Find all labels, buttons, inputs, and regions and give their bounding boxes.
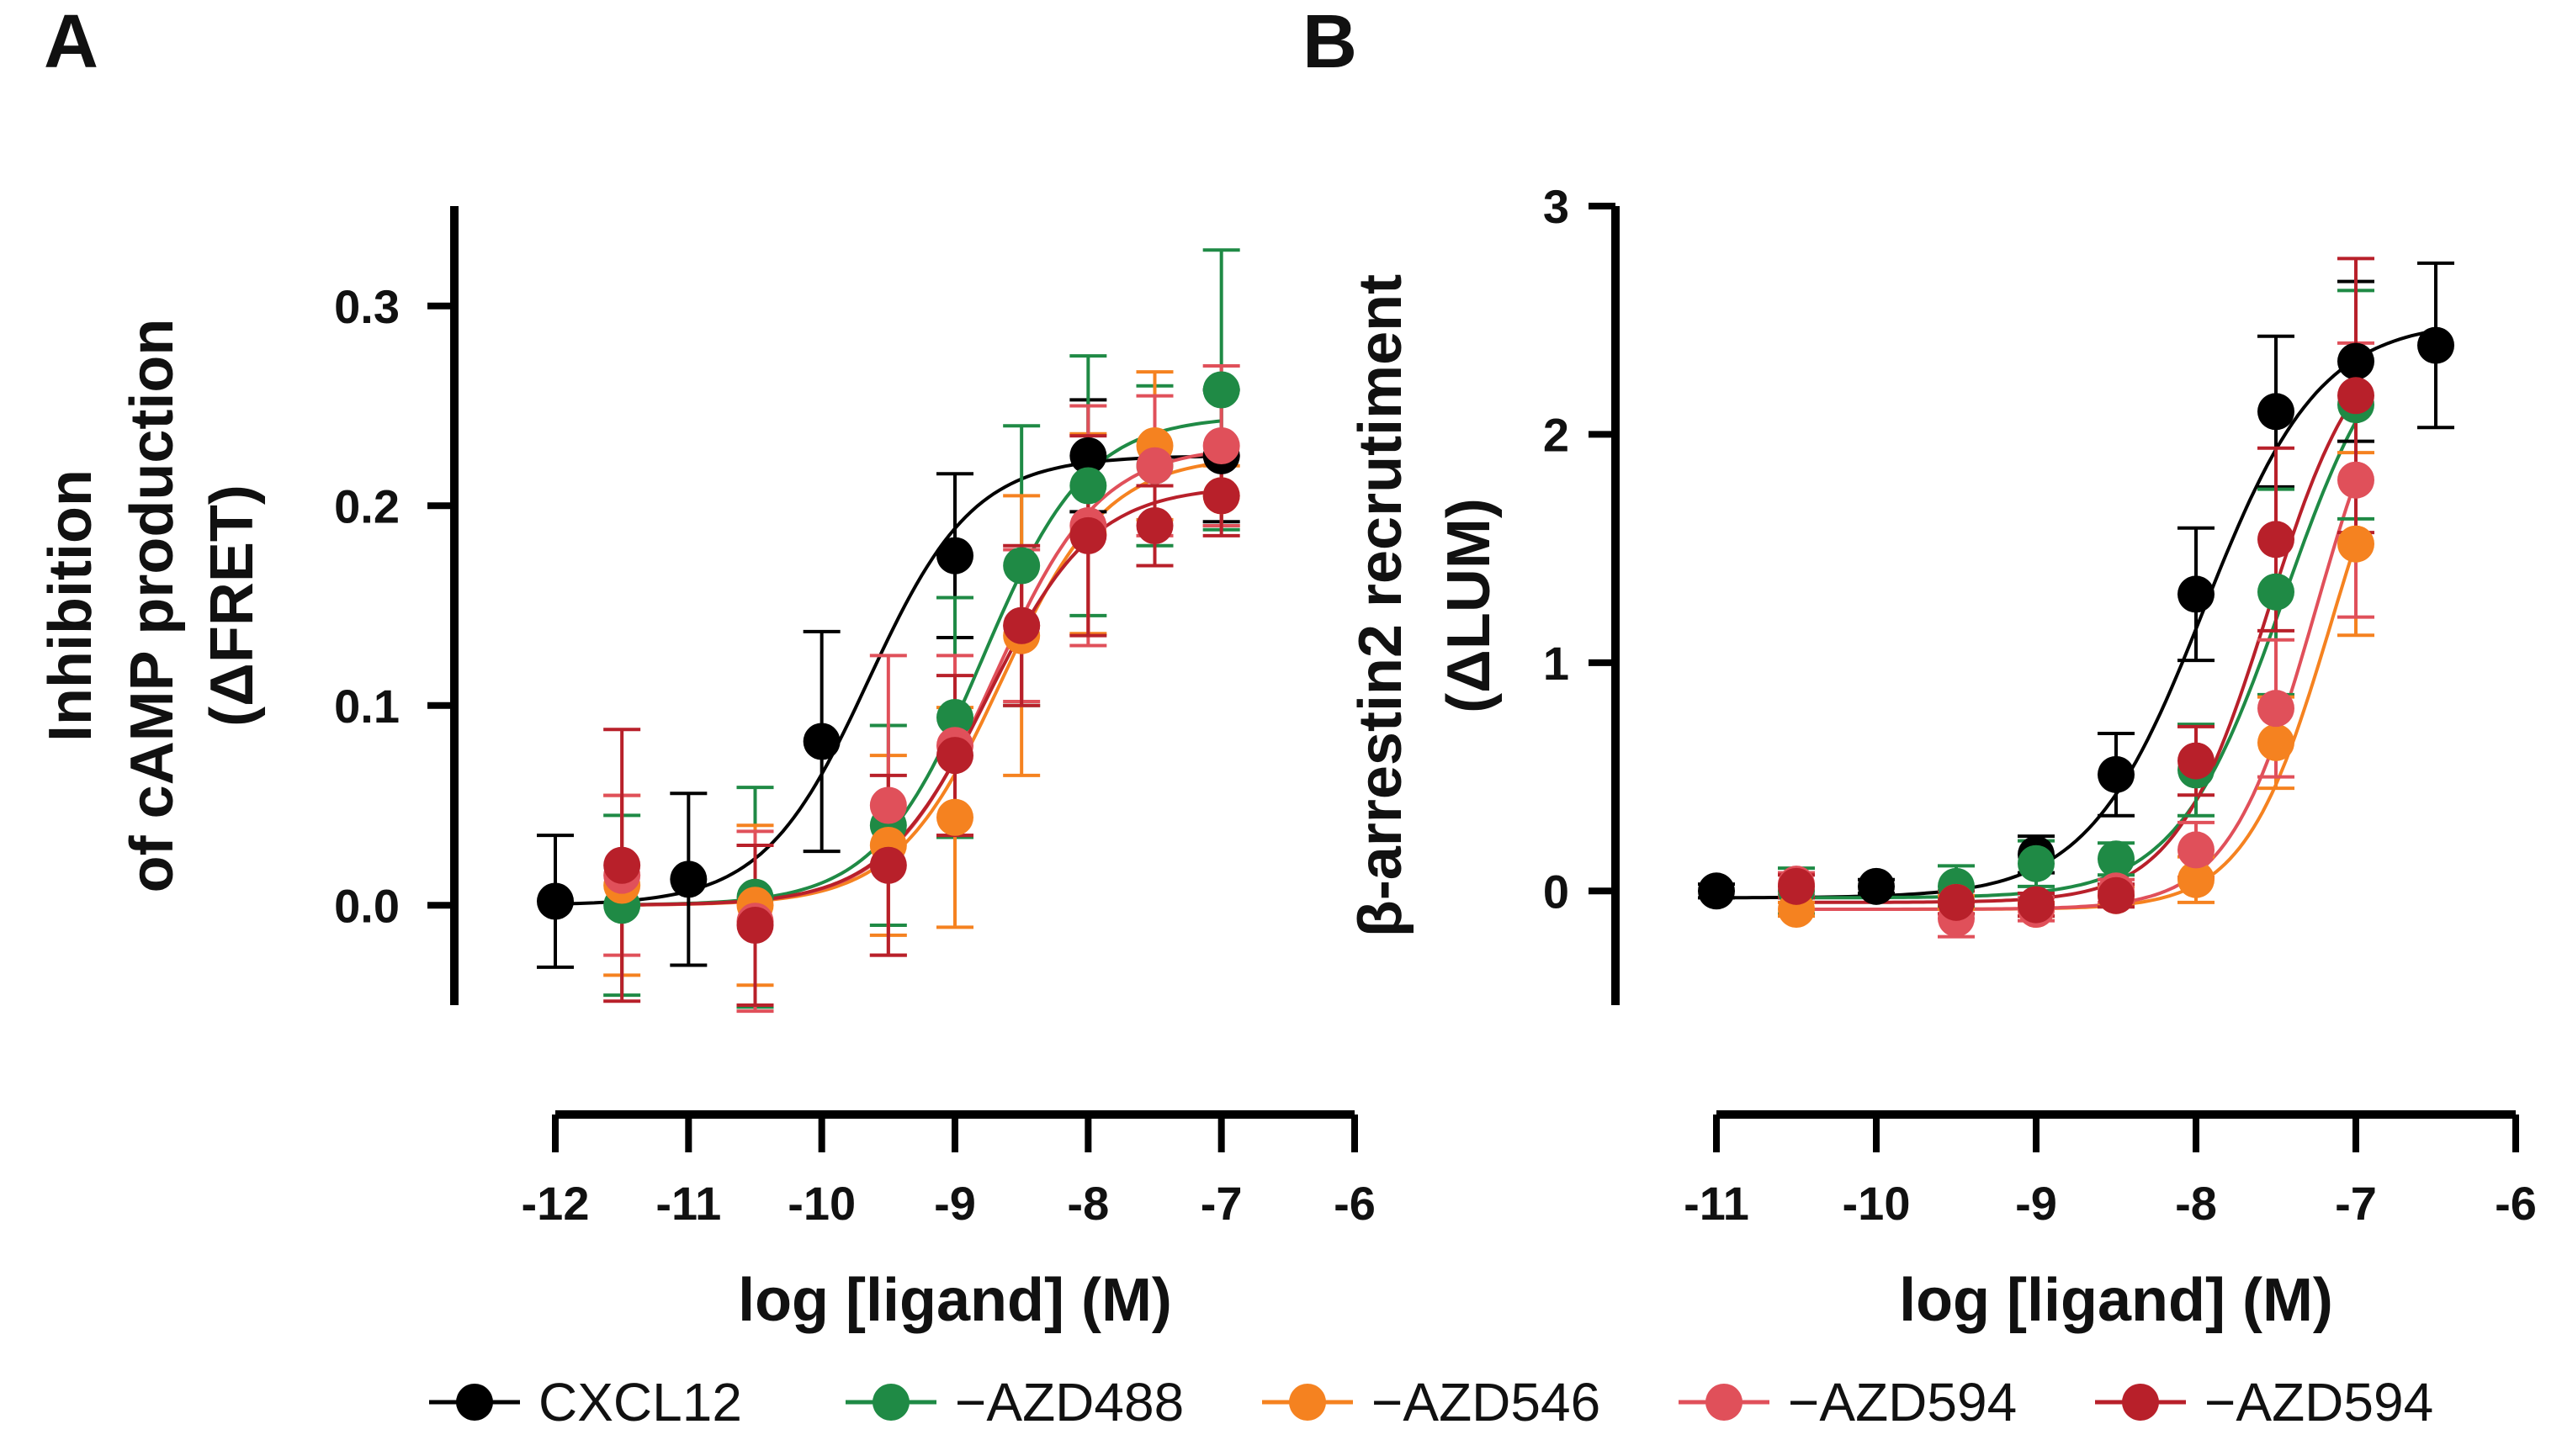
data-point: [2098, 755, 2135, 793]
legend-marker: [1705, 1384, 1742, 1421]
fit-curve: [622, 460, 1222, 907]
data-point: [869, 846, 907, 884]
x-tick-label: -11: [655, 1177, 721, 1230]
data-point: [1202, 427, 1240, 464]
panel-letter-a: A: [44, 0, 98, 84]
legend-marker: [456, 1384, 493, 1421]
x-tick-label: -7: [1201, 1177, 1243, 1230]
data-point: [936, 699, 973, 736]
x-tick-label: -7: [2335, 1177, 2377, 1230]
data-point: [1003, 606, 1041, 644]
data-point: [2177, 575, 2215, 613]
x-axis-title: log [ligand] (M): [738, 1267, 1172, 1334]
x-tick-label: -10: [1843, 1177, 1911, 1230]
y-tick-label: 0.1: [334, 680, 400, 733]
data-point: [2018, 886, 2055, 924]
data-point: [936, 537, 973, 574]
data-point: [869, 786, 907, 824]
x-tick-label: -6: [1334, 1177, 1376, 1230]
y-axis-title-line: of cAMP production: [119, 319, 186, 893]
y-axis-title-line: β-arrestin2 recrutiment: [1347, 274, 1414, 937]
data-point: [2257, 573, 2294, 611]
data-point: [2177, 860, 2215, 898]
y-tick-label: 3: [1543, 180, 1569, 233]
legend-label: −AZD546: [1371, 1372, 1600, 1432]
data-point: [2098, 840, 2135, 878]
fit-curve: [622, 419, 1222, 907]
y-axis-title-line: (ΔFRET): [199, 484, 266, 727]
y-tick-label: 0.0: [334, 879, 400, 932]
data-point: [1858, 867, 1895, 905]
x-tick-label: -12: [522, 1177, 590, 1230]
y-tick-label: 0.2: [334, 479, 400, 532]
data-point: [2257, 393, 2294, 431]
data-point: [2417, 326, 2454, 364]
x-tick-label: -10: [788, 1177, 856, 1230]
y-tick-label: 2: [1543, 408, 1569, 461]
data-point: [803, 723, 841, 760]
legend-marker: [873, 1384, 910, 1421]
data-point: [603, 846, 641, 884]
data-point: [2177, 831, 2215, 869]
data-point: [736, 907, 774, 944]
data-point: [2337, 461, 2374, 499]
fit-curve: [1716, 329, 2437, 900]
legend-label: CXCL12: [538, 1372, 742, 1432]
fit-curve: [622, 489, 1222, 907]
fit-curve: [1796, 479, 2358, 911]
data-point: [2257, 521, 2294, 559]
data-point: [1136, 507, 1174, 544]
fit-curve: [554, 454, 1222, 906]
data-point: [2257, 723, 2294, 761]
data-point: [1069, 467, 1107, 505]
y-axis-title-line: (ΔLUM): [1435, 498, 1503, 713]
fit-curve: [1796, 394, 2358, 904]
legend-label: −AZD594: [1788, 1372, 2017, 1432]
data-point: [2337, 377, 2374, 415]
data-point: [1069, 437, 1107, 474]
y-axis-title-line: Inhibition: [37, 469, 104, 742]
data-point: [2257, 690, 2294, 728]
x-tick-label: -9: [934, 1177, 976, 1230]
data-point: [1698, 872, 1735, 910]
fit-curve: [622, 450, 1222, 907]
data-point: [537, 882, 574, 920]
panel-a-chart: 0.0 0.1 0.2 0.3 -12 -11 -10 -9 -8 -7 -6 log [ligand…: [37, 206, 1376, 1334]
legend-marker: [2122, 1384, 2159, 1421]
data-point: [670, 860, 708, 898]
data-point: [1778, 867, 1815, 905]
legend: CXCL12 −AZD488 −AZD546 −AZD594 −AZD594: [429, 1372, 2433, 1432]
x-axis-title: log [ligand] (M): [1899, 1267, 2333, 1334]
data-point: [2337, 342, 2374, 380]
data-point: [1136, 447, 1174, 484]
x-tick-label: -9: [2015, 1177, 2057, 1230]
x-tick-label: -6: [2495, 1177, 2537, 1230]
data-point: [2098, 876, 2135, 914]
data-point: [2177, 742, 2215, 780]
y-tick-label: 0.3: [334, 280, 400, 333]
legend-label: −AZD594: [2204, 1372, 2433, 1432]
data-point: [1202, 371, 1240, 409]
data-point: [1003, 547, 1041, 585]
x-tick-label: -11: [1684, 1177, 1749, 1230]
x-tick-label: -8: [2175, 1177, 2217, 1230]
x-tick-label: -8: [1067, 1177, 1109, 1230]
data-point: [1938, 883, 1975, 921]
panel-letter-b: B: [1302, 0, 1357, 84]
data-point: [1069, 516, 1107, 554]
y-tick-label: 1: [1543, 637, 1569, 690]
y-tick-label: 0: [1543, 865, 1569, 918]
fit-curve: [1796, 420, 2358, 900]
data-point: [936, 798, 973, 836]
data-point: [936, 737, 973, 775]
data-point: [2018, 844, 2055, 882]
data-point: [1202, 477, 1240, 515]
legend-marker: [1289, 1384, 1326, 1421]
data-point: [2337, 525, 2374, 563]
panel-b-chart: 0 1 2 3 -11 -10 -9 -8 -7 -6 log [ligand] (M) β-arre…: [1347, 180, 2537, 1334]
legend-label: −AZD488: [955, 1372, 1184, 1432]
